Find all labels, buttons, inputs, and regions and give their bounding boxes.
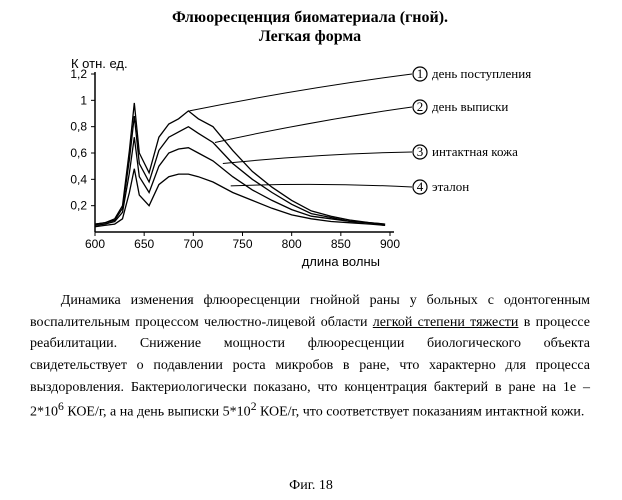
para-text-c: КОЕ/г, а на день выписки 5*10 xyxy=(64,405,251,420)
legend-num-2: 2 xyxy=(417,99,424,114)
y-tick-label: 0,4 xyxy=(70,173,87,187)
x-tick-label: 850 xyxy=(331,237,351,251)
series-line-1 xyxy=(95,103,385,224)
x-tick-label: 700 xyxy=(183,237,203,251)
para-underline: легкой степени тяжести xyxy=(373,315,519,330)
x-tick-label: 600 xyxy=(85,237,105,251)
x-tick-label: 800 xyxy=(282,237,302,251)
legend-label-4: эталон xyxy=(432,179,469,194)
legend-leader-4 xyxy=(231,185,412,188)
legend-num-4: 4 xyxy=(417,179,424,194)
legend-num-3: 3 xyxy=(417,144,424,159)
chart-title-line1: Флюоресценция биоматериала (гной). xyxy=(172,9,448,26)
chart-title-line2: Легкая форма xyxy=(259,28,361,45)
chart-container: Флюоресценция биоматериала (гной). Легка… xyxy=(40,8,580,272)
chart-title: Флюоресценция биоматериала (гной). Легка… xyxy=(40,8,580,46)
figure-caption: Фиг. 18 xyxy=(0,478,622,494)
y-tick-label: 1 xyxy=(80,94,87,108)
legend-leader-2 xyxy=(215,107,412,142)
y-tick-label: 0,2 xyxy=(70,199,87,213)
x-tick-label: 900 xyxy=(380,237,400,251)
x-tick-label: 650 xyxy=(134,237,154,251)
fluorescence-chart: К отн. ед.0,20,40,60,811,260065070075080… xyxy=(40,52,580,272)
legend-label-1: день поступления xyxy=(432,66,531,81)
y-tick-label: 1,2 xyxy=(70,67,87,81)
legend-leader-3 xyxy=(223,152,412,164)
y-tick-label: 0,8 xyxy=(70,120,87,134)
x-tick-label: 750 xyxy=(232,237,252,251)
x-axis-title: длина волны xyxy=(302,254,380,269)
legend-label-2: день выписки xyxy=(432,99,508,114)
legend-label-3: интактная кожа xyxy=(432,144,518,159)
legend-num-1: 1 xyxy=(417,66,424,81)
y-tick-label: 0,6 xyxy=(70,146,87,160)
description-paragraph: Динамика изменения флюоресценции гнойной… xyxy=(30,290,590,424)
legend-leader-1 xyxy=(189,74,412,111)
para-text-d: КОЕ/г, что соответствует показаниям инта… xyxy=(257,405,585,420)
